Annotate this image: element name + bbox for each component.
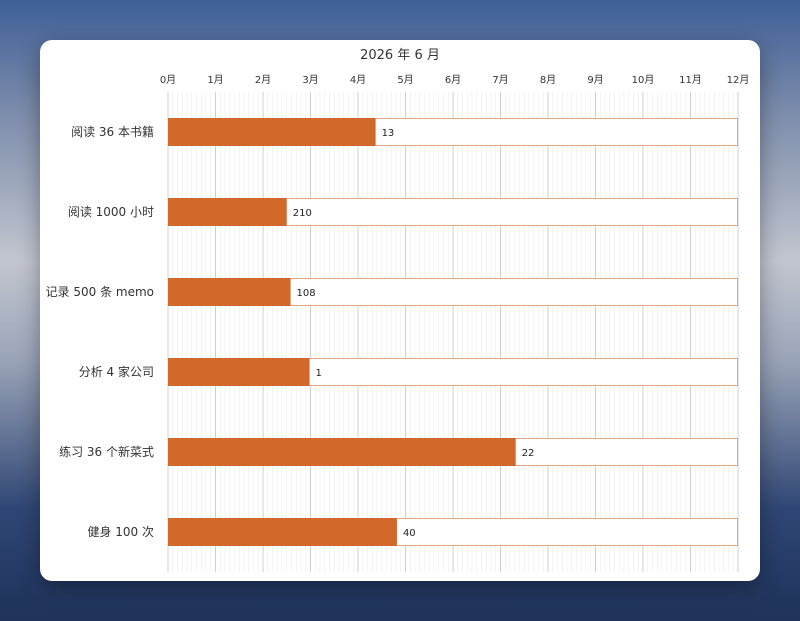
value-label: 108 [297, 288, 316, 299]
x-tick-label: 2月 [255, 74, 271, 86]
value-label: 40 [403, 528, 416, 539]
x-tick-label: 9月 [587, 74, 603, 86]
x-tick-label: 0月 [160, 74, 176, 86]
progress-chart: 2026 年 6 月 0月 1月 2月 3月 4月 5月 6月 7月 8月 9月 10月 11月 12月… [46, 48, 750, 572]
progress-bar [168, 278, 291, 306]
category-label: 记录 500 条 memo [46, 285, 154, 299]
chart-card: 2026 年 6 月 0月 1月 2月 3月 4月 5月 6月 7月 8月 9月 10月 11月 12月… [40, 40, 760, 581]
x-tick-label: 12月 [727, 74, 750, 86]
category-label: 阅读 36 本书籍 [71, 124, 154, 139]
x-axis-ticks: 0月 1月 2月 3月 4月 5月 6月 7月 8月 9月 10月 11月 12月 [160, 74, 750, 86]
category-label: 练习 36 个新菜式 [59, 444, 154, 459]
category-label: 健身 100 次 [87, 524, 154, 539]
progress-bar [168, 438, 516, 466]
x-tick-label: 11月 [679, 74, 702, 86]
progress-bar [168, 518, 397, 546]
bars: 阅读 36 本书籍 13 阅读 1000 小时 210 记录 500 条 memo 108… [46, 118, 738, 546]
progress-bar [168, 118, 376, 146]
chart-title: 2026 年 6 月 [360, 48, 440, 63]
x-tick-label: 8月 [540, 74, 556, 86]
value-label: 13 [382, 128, 395, 139]
category-label: 阅读 1000 小时 [68, 205, 154, 219]
progress-bar [168, 358, 310, 386]
x-tick-label: 3月 [302, 74, 318, 86]
x-tick-label: 5月 [397, 74, 413, 86]
x-tick-label: 4月 [350, 74, 366, 86]
x-tick-label: 6月 [445, 74, 461, 86]
value-label: 1 [316, 368, 322, 379]
x-tick-label: 1月 [207, 74, 223, 86]
category-label: 分析 4 家公司 [79, 364, 154, 379]
value-label: 22 [522, 448, 535, 459]
x-tick-label: 10月 [632, 74, 655, 86]
progress-bar [168, 198, 287, 226]
gridlines [167, 92, 739, 572]
x-tick-label: 7月 [492, 74, 508, 86]
value-label: 210 [293, 208, 312, 219]
